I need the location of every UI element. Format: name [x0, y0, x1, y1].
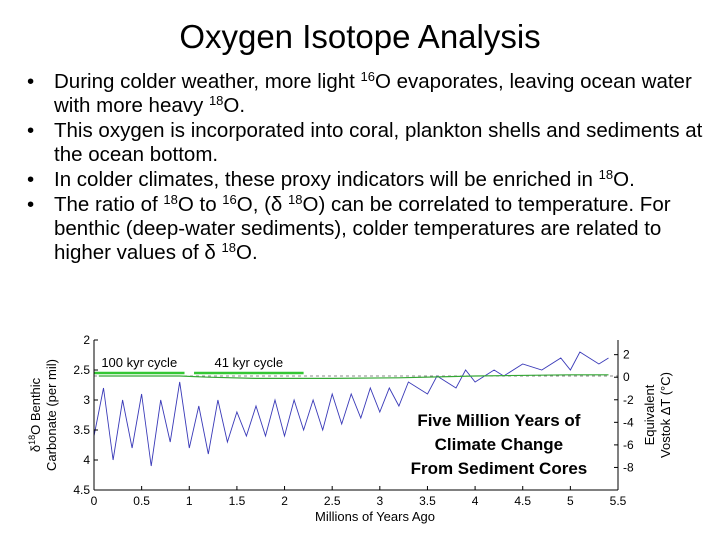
overlay-bg: [408, 408, 590, 478]
x-tick-label: 1.5: [229, 494, 246, 508]
y-tick-label-right: -8: [623, 460, 634, 474]
cycle-annotations: 100 kyr cycle 41 kyr cycle: [94, 354, 304, 375]
bullet-item: • This oxygen is incorporated into coral,…: [24, 119, 704, 167]
bullet-text: O.: [223, 94, 246, 117]
bullet-list: • During colder weather, more light 16O e…: [24, 70, 704, 266]
bullet-text: This oxygen is incorporated into coral, …: [54, 119, 703, 166]
bullet-dot-icon: •: [27, 119, 35, 142]
x-tick-label: 3: [376, 494, 383, 508]
bullet-text: The ratio of: [54, 193, 164, 216]
bullet-text: O) can be correlated to temperature. For…: [54, 193, 671, 264]
series-group: [93, 351, 609, 467]
slide-title: Oxygen Isotope Analysis: [179, 18, 541, 55]
trend-line: [98, 374, 609, 379]
x-axis-label: Millions of Years Ago: [315, 509, 435, 524]
x-tick-label: 4.5: [514, 494, 531, 508]
bullet-text: O, (δ: [236, 193, 289, 216]
y-axis-label-right-line1: Equivalent: [642, 384, 657, 445]
superscript: 18: [163, 192, 178, 207]
x-tick-label: 2: [281, 494, 288, 508]
y-tick-label-left: 3: [83, 393, 90, 407]
x-tick-label: 0: [91, 494, 98, 508]
overlay-line: Climate Change: [435, 435, 563, 454]
bullet-item: • In colder climates, these proxy indicat…: [24, 168, 704, 192]
superscript: 16: [360, 69, 375, 84]
bullet-text: O evaporates, leaving ocean water with m…: [54, 70, 692, 117]
y-tick-label-left: 2: [83, 333, 90, 347]
y-tick-label-right: -6: [623, 438, 634, 452]
y-tick-label-left: 4: [83, 453, 90, 467]
bullet-dot-icon: •: [27, 193, 35, 216]
superscript: 18: [288, 192, 303, 207]
cycle-label-bg: [198, 354, 300, 370]
chart-overlay-text: Five Million Years of Climate Change From …: [408, 408, 590, 478]
overlay-line: From Sediment Cores: [411, 459, 588, 478]
superscript: 18: [221, 240, 237, 255]
climate-chart: δ18O Benthic Carbonate (per mil) Equivale…: [27, 333, 673, 524]
y-axis-label-line1: δ18O Benthic: [27, 377, 43, 452]
x-tick-label: 5: [567, 494, 574, 508]
y-axis-label-left: δ18O Benthic Carbonate (per mil): [27, 359, 59, 471]
bullet-text: O.: [236, 241, 258, 264]
bullet-text: In colder climates, these proxy indicato…: [54, 168, 599, 191]
x-tick-label: 0.5: [133, 494, 150, 508]
cycle-label: 100 kyr cycle: [101, 355, 177, 370]
y-tick-label-right: 0: [623, 370, 630, 384]
y-tick-label-right: -4: [623, 415, 634, 429]
y-axis-label-right: Equivalent Vostok ΔT (°C): [642, 372, 673, 458]
superscript: 18: [598, 167, 614, 182]
bullet-text: O.: [613, 168, 635, 191]
superscript: 16: [222, 192, 237, 207]
x-tick-label: 2.5: [324, 494, 341, 508]
cycle-label-bg: [98, 354, 181, 370]
y-tick-label-left: 2.5: [73, 363, 90, 377]
bullet-dot-icon: •: [27, 168, 35, 191]
x-tick-label: 4: [472, 494, 479, 508]
bullet-item: • During colder weather, more light 16O e…: [24, 70, 704, 118]
y-tick-label-left: 3.5: [73, 423, 90, 437]
cycle-label: 41 kyr cycle: [214, 355, 283, 370]
y-tick-label-right: 2: [623, 348, 630, 362]
superscript: 18: [208, 93, 224, 108]
y-axis-label-right-line2: Vostok ΔT (°C): [658, 372, 673, 458]
overlay-line: Five Million Years of: [417, 411, 580, 430]
bullet-dot-icon: •: [27, 70, 35, 93]
x-tick-label: 1: [186, 494, 193, 508]
bullet-text: During colder weather, more light: [54, 70, 361, 93]
y-tick-label-left: 4.5: [73, 483, 90, 497]
y-tick-label-right: -2: [623, 393, 634, 407]
axes: 0 0.5 1 1.5 2 2.5 3 3.5 4 4.5 5 5.5 2 2.5 3 3.5 4 4.5 2 0 -2…: [73, 333, 634, 508]
y-axis-label-line2: Carbonate (per mil): [44, 359, 59, 471]
isotope-series-line: [93, 351, 609, 467]
bullet-item: • The ratio of 18O to 16O, (δ 18O) can be…: [24, 193, 704, 265]
x-tick-label: 5.5: [610, 494, 627, 508]
x-tick-label: 3.5: [419, 494, 436, 508]
bullet-text: O to: [177, 193, 223, 216]
